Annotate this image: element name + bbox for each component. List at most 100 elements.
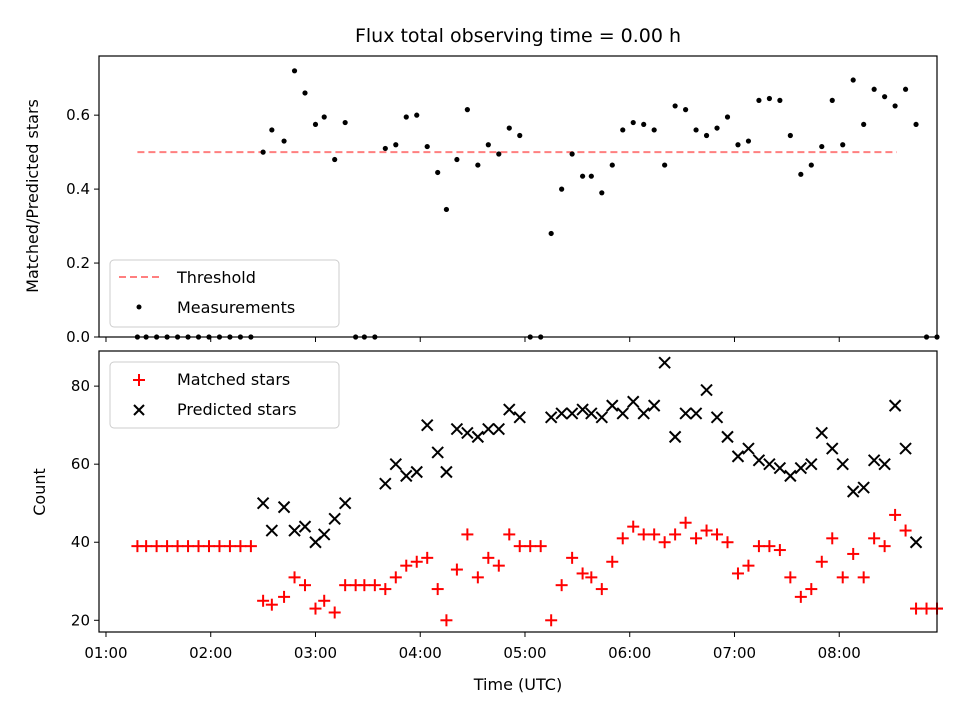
predicted-star-point xyxy=(265,524,279,537)
predicted-star-d2 xyxy=(721,430,734,444)
count-y-axis-label: Count xyxy=(30,468,49,516)
matched-star-point xyxy=(234,540,247,553)
count-y-tick-label: 80 xyxy=(71,377,90,395)
predicted-star-d2 xyxy=(461,426,474,440)
matched-star-point xyxy=(595,583,608,596)
predicted-star-d2 xyxy=(784,469,797,483)
measurement-point xyxy=(569,151,575,157)
count-legend-box xyxy=(109,361,340,429)
measurement-point xyxy=(641,121,647,128)
predicted-star-d2 xyxy=(555,407,568,420)
predicted-legend-label: Predicted stars xyxy=(177,400,297,419)
matched-star-point xyxy=(339,579,352,592)
predicted-star-d2 xyxy=(328,512,341,526)
predicted-star-d2 xyxy=(689,407,703,420)
ratio-legend-box xyxy=(109,259,340,328)
measurement-point xyxy=(321,114,327,120)
matched-star-point xyxy=(431,583,444,596)
predicted-star-d2 xyxy=(627,395,640,408)
predicted-star-point xyxy=(318,528,331,541)
predicted-star-d2 xyxy=(700,383,713,397)
measurement-point xyxy=(829,97,835,103)
measurement-point xyxy=(403,114,409,120)
matched-star-point xyxy=(679,516,692,529)
x-tick-label: 04:00 xyxy=(399,644,442,662)
matched-star-point xyxy=(328,606,341,619)
predicted-star-point xyxy=(627,395,640,408)
predicted-star-d2 xyxy=(544,411,558,424)
matched-star-point xyxy=(358,579,371,592)
predicted-star-point xyxy=(836,457,849,471)
matched-star-point xyxy=(742,559,755,572)
measurement-point xyxy=(517,132,523,139)
predicted-star-d2 xyxy=(513,411,526,424)
predicted-star-d2 xyxy=(400,469,413,483)
matched-star-point xyxy=(773,544,786,557)
measurement-point xyxy=(485,142,491,148)
predicted-star-point xyxy=(421,418,434,432)
measurement-point xyxy=(454,156,460,163)
predicted-star-point xyxy=(440,465,453,479)
measurement-point xyxy=(703,132,710,139)
x-tick-label: 03:00 xyxy=(294,644,337,662)
measurement-point xyxy=(579,173,586,179)
predicted-star-point xyxy=(668,430,682,444)
measurement-point xyxy=(269,127,275,133)
matched-star-point xyxy=(566,551,579,564)
predicted-star-d2 xyxy=(431,446,444,459)
predicted-star-point xyxy=(288,524,301,537)
predicted-star-point xyxy=(513,411,526,424)
measurement-point xyxy=(840,142,846,148)
matched-star-point xyxy=(950,603,960,615)
matched-star-point xyxy=(450,563,463,576)
predicted-star-d2 xyxy=(288,524,301,537)
predicted-star-d2 xyxy=(585,407,598,420)
predicted-star-point xyxy=(544,411,558,424)
predicted-star-point xyxy=(298,520,312,533)
matched-star-point xyxy=(202,540,215,553)
matched-star-point xyxy=(815,555,828,568)
matched-star-point xyxy=(421,551,434,564)
matched-star-point xyxy=(171,540,184,553)
predicted-star-d2 xyxy=(482,422,495,436)
measurement-point xyxy=(913,121,919,128)
measurement-point xyxy=(464,107,470,113)
matched-legend-swatch xyxy=(133,374,145,386)
matched-star-point xyxy=(700,524,713,537)
matched-star-point xyxy=(265,598,278,611)
predicted-star-point xyxy=(595,411,609,424)
matched-star-point xyxy=(763,540,776,553)
predicted-star-d2 xyxy=(888,399,902,412)
predicted-legend-swatch xyxy=(133,404,145,416)
measurement-point xyxy=(954,334,959,339)
matched-star-point xyxy=(482,551,495,564)
predicted-star-point xyxy=(773,461,787,475)
measurement-point xyxy=(496,151,502,157)
predicted-star-d2 xyxy=(857,481,870,494)
measurement-point xyxy=(745,138,752,144)
matched-star-point xyxy=(244,540,257,553)
threshold-legend-label: Threshold xyxy=(176,268,256,287)
predicted-star-point xyxy=(826,442,839,455)
measurement-point xyxy=(443,206,450,213)
matched-star-point xyxy=(555,579,568,592)
predicted-star-point xyxy=(721,430,734,444)
measurement-point xyxy=(777,97,783,103)
measurement-point xyxy=(683,107,689,113)
matched-star-point xyxy=(627,520,640,533)
predicted-star-point xyxy=(878,457,891,471)
measurement-point xyxy=(559,186,565,192)
measurement-point xyxy=(424,143,430,150)
matched-star-point xyxy=(857,571,870,584)
predicted-star-d2 xyxy=(389,457,402,471)
measurement-point xyxy=(861,121,867,128)
predicted-star-point xyxy=(338,497,352,510)
predicted-star-d2 xyxy=(606,399,619,412)
measurement-point xyxy=(651,127,657,133)
matched-star-point xyxy=(461,528,474,541)
x-tick-label: 02:00 xyxy=(189,644,232,662)
x-tick-label: 01:00 xyxy=(84,644,127,662)
x-tick-label: 07:00 xyxy=(713,644,756,662)
matched-star-point xyxy=(711,528,724,541)
predicted-star-point xyxy=(909,536,923,549)
